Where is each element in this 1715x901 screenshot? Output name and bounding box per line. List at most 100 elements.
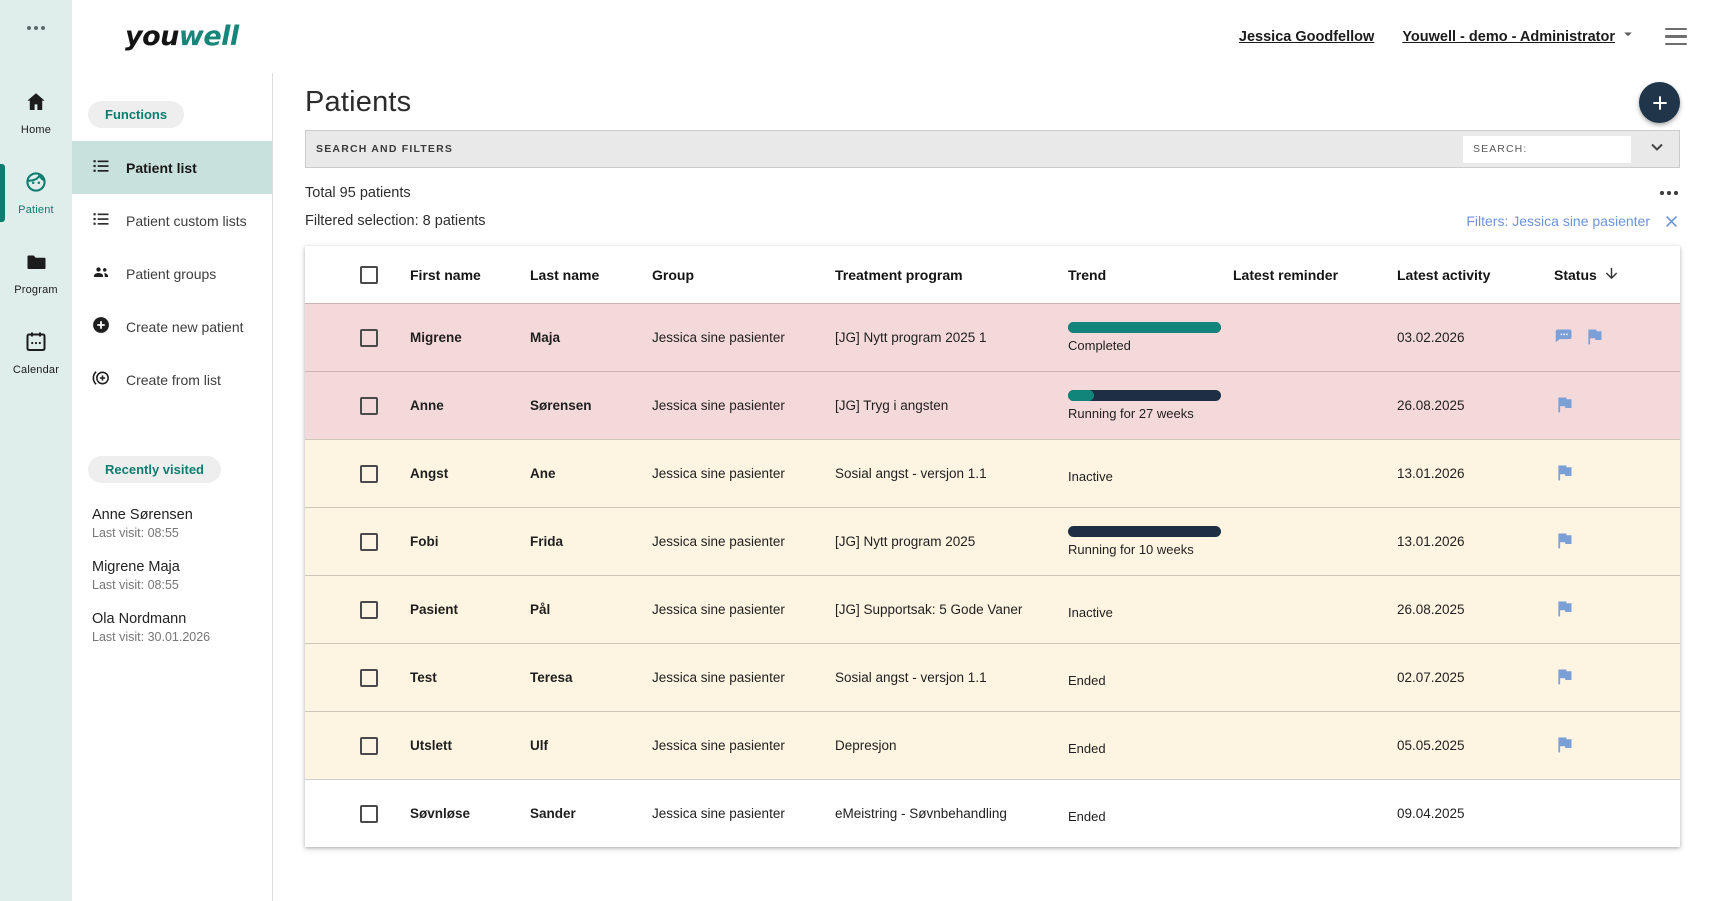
search-panel-label: SEARCH AND FILTERS [316,143,454,155]
flag-icon[interactable] [1554,598,1575,622]
search-and-filters-panel[interactable]: SEARCH AND FILTERS SEARCH: [305,130,1680,168]
cell-trend: Ended [1068,736,1233,756]
recent-patient-last-visit: Last visit: 08:55 [92,578,179,592]
sidebar: Functions Patient list Patient custom li [72,73,273,901]
cell-trend: Inactive [1068,600,1233,620]
row-checkbox[interactable] [360,532,378,551]
recent-patient-item[interactable]: Ola Nordmann Last visit: 30.01.2026 [92,611,272,644]
sidebar-item-create-new-patient[interactable]: Create new patient [72,300,272,353]
sidebar-item-create-from-list[interactable]: Create from list [72,353,272,406]
column-header-status[interactable]: Status [1546,265,1680,285]
column-header-last-name[interactable]: Last name [530,266,600,283]
user-name-link[interactable]: Jessica Goodfellow [1238,28,1375,45]
recently-visited-header-pill: Recently visited [88,456,221,483]
list-icon [91,156,111,179]
main-content: Patients SEARCH AND FILTERS SEARCH: Tota… [273,73,1715,901]
cell-latest-activity: 13.01.2026 [1397,534,1465,549]
rail-more-icon[interactable] [22,26,50,30]
cell-trend: Running for 10 weeks [1068,526,1233,557]
cell-treatment-program: Sosial angst - versjon 1.1 [835,670,987,685]
row-checkbox[interactable] [360,736,378,755]
table-row[interactable]: Anne Sørensen Jessica sine pasienter [JG… [305,371,1680,439]
logo-text-you: you [125,21,179,52]
sidebar-item-patient-list[interactable]: Patient list [72,141,272,194]
rail-item-home[interactable]: Home [0,82,72,144]
clear-filter-icon[interactable] [1663,213,1680,230]
flag-icon[interactable] [1584,326,1605,350]
active-indicator [0,164,5,222]
sidebar-item-label: Create from list [126,371,221,388]
cell-status [1546,530,1680,554]
patient-icon [24,170,48,199]
active-filter-chip[interactable]: Filters: Jessica sine pasienter [1466,213,1650,229]
flag-icon[interactable] [1554,462,1575,486]
trend-label: Running for 27 weeks [1068,406,1194,421]
rail-item-calendar[interactable]: Calendar [0,322,72,384]
cell-group: Jessica sine pasienter [652,466,785,481]
column-header-group[interactable]: Group [652,266,694,283]
table-body: Migrene Maja Jessica sine pasienter [JG]… [305,303,1680,847]
cell-trend: Ended [1068,668,1233,688]
sidebar-item-label: Patient groups [126,265,217,282]
org-switcher[interactable]: Youwell - demo - Administrator [1402,25,1637,48]
column-header-latest-activity[interactable]: Latest activity [1397,266,1491,283]
search-field[interactable]: SEARCH: [1463,135,1631,163]
row-checkbox[interactable] [360,600,378,619]
table-more-icon[interactable] [1658,187,1680,199]
row-checkbox[interactable] [360,328,378,347]
trend-bar [1068,526,1221,537]
cell-last-name: Maja [530,330,561,345]
row-checkbox[interactable] [360,396,378,415]
sidebar-item-patient-custom-lists[interactable]: Patient custom lists [72,194,272,247]
recent-patient-item[interactable]: Anne Sørensen Last visit: 08:55 [92,507,272,540]
recent-patient-item[interactable]: Migrene Maja Last visit: 08:55 [92,559,272,592]
table-row[interactable]: Test Teresa Jessica sine pasienter Sosia… [305,643,1680,711]
youwell-logo[interactable]: youwell [125,21,239,52]
cell-latest-activity: 26.08.2025 [1397,602,1465,617]
chevron-down-icon[interactable] [1647,137,1667,162]
cell-latest-activity: 13.01.2026 [1397,466,1465,481]
flag-icon[interactable] [1554,666,1575,690]
cell-last-name: Sørensen [530,398,592,413]
column-header-status-label: Status [1554,266,1597,283]
column-header-trend[interactable]: Trend [1068,266,1107,283]
cell-last-name: Ane [530,466,556,481]
table-row[interactable]: Migrene Maja Jessica sine pasienter [JG]… [305,303,1680,371]
recent-patient-last-visit: Last visit: 30.01.2026 [92,630,211,644]
cell-treatment-program: [JG] Supportsak: 5 Gode Vaner [835,602,1023,617]
cell-treatment-program: [JG] Nytt program 2025 [835,534,976,549]
chat-icon[interactable] [1554,326,1575,350]
recent-patient-name: Ola Nordmann [92,611,187,627]
cell-latest-activity: 09.04.2025 [1397,806,1465,821]
flag-icon[interactable] [1554,394,1575,418]
add-patient-button[interactable] [1639,82,1680,123]
search-input[interactable] [1533,142,1621,156]
row-checkbox[interactable] [360,464,378,483]
table-row[interactable]: Pasient Pål Jessica sine pasienter [JG] … [305,575,1680,643]
column-header-treatment-program[interactable]: Treatment program [835,266,963,283]
column-header-first-name[interactable]: First name [410,266,481,283]
table-row[interactable]: Søvnløse Sander Jessica sine pasienter e… [305,779,1680,847]
functions-header-pill: Functions [88,101,185,128]
sort-down-icon [1603,265,1620,285]
select-all-checkbox[interactable] [360,265,378,284]
table-row[interactable]: Angst Ane Jessica sine pasienter Sosial … [305,439,1680,507]
row-checkbox[interactable] [360,668,378,687]
row-checkbox[interactable] [360,804,378,823]
sidebar-item-patient-groups[interactable]: Patient groups [72,247,272,300]
column-header-latest-reminder[interactable]: Latest reminder [1233,266,1339,283]
flag-icon[interactable] [1554,734,1575,758]
caret-down-icon [1619,25,1637,48]
rail-item-patient[interactable]: Patient [0,162,72,224]
cell-treatment-program: Sosial angst - versjon 1.1 [835,466,987,481]
table-row[interactable]: Utslett Ulf Jessica sine pasienter Depre… [305,711,1680,779]
recent-patient-name: Migrene Maja [92,559,180,575]
cell-group: Jessica sine pasienter [652,330,785,345]
rail-item-program[interactable]: Program [0,242,72,304]
people-icon [91,262,111,285]
flag-icon[interactable] [1554,530,1575,554]
hamburger-menu-icon[interactable] [1665,27,1687,46]
cell-first-name: Anne [410,398,444,413]
table-row[interactable]: Fobi Frida Jessica sine pasienter [JG] N… [305,507,1680,575]
cell-trend: Ended [1068,804,1233,824]
